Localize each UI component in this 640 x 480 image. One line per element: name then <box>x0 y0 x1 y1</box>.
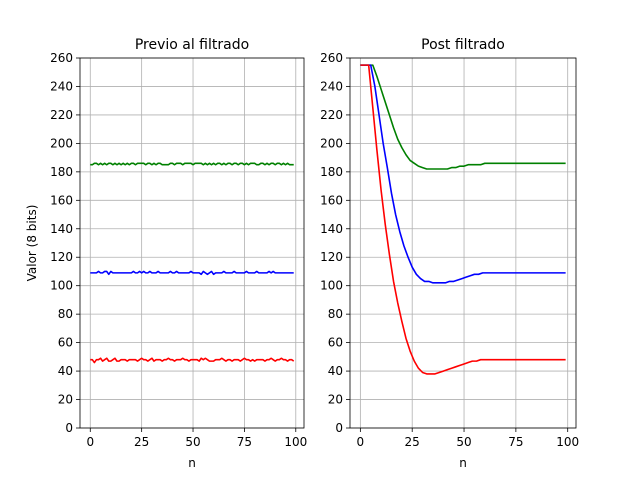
y-tick-label: 0 <box>65 421 73 435</box>
y-tick-label: 180 <box>320 165 343 179</box>
series-lines <box>90 162 295 364</box>
x-tick-label: 25 <box>134 435 149 449</box>
axis-ticks: 0 25 50 75 100 0 20 40 60 80 100 120 140 160 180 200 220… <box>320 51 579 449</box>
y-tick-label: 160 <box>320 193 343 207</box>
y-tick-label: 140 <box>50 222 73 236</box>
x-tick-label: 25 <box>405 435 420 449</box>
y-tick-label: 120 <box>320 250 343 264</box>
x-tick-label: 50 <box>456 435 471 449</box>
y-tick-label: 140 <box>320 222 343 236</box>
y-tick-label: 100 <box>320 279 343 293</box>
series-line <box>360 64 566 170</box>
y-tick-label: 260 <box>320 51 343 65</box>
subplot-previo: Previo al filtrado n Valor (8 bits) 0 25 5… <box>25 37 307 470</box>
y-tick-label: 60 <box>328 336 343 350</box>
y-tick-label: 220 <box>320 108 343 122</box>
chart-title: Previo al filtrado <box>135 37 249 53</box>
x-tick-label: 100 <box>284 435 307 449</box>
y-tick-label: 20 <box>328 393 343 407</box>
grid-lines <box>350 57 576 429</box>
y-tick-label: 220 <box>50 108 73 122</box>
series-line <box>90 357 295 364</box>
x-tick-label: 75 <box>508 435 523 449</box>
x-tick-label: 75 <box>237 435 252 449</box>
x-tick-label: 0 <box>86 435 94 449</box>
y-tick-label: 240 <box>320 79 343 93</box>
y-tick-label: 200 <box>50 136 73 150</box>
y-tick-label: 60 <box>58 336 73 350</box>
y-axis-label: Valor (8 bits) <box>25 205 39 282</box>
chart-title: Post filtrado <box>421 37 505 53</box>
y-tick-label: 240 <box>50 79 73 93</box>
series-lines <box>360 64 566 375</box>
y-tick-label: 0 <box>335 421 343 435</box>
x-tick-label: 100 <box>556 435 579 449</box>
plot-frame <box>349 57 577 429</box>
y-tick-label: 40 <box>58 364 73 378</box>
y-tick-label: 160 <box>50 193 73 207</box>
x-tick-label: 50 <box>185 435 200 449</box>
y-tick-label: 80 <box>58 307 73 321</box>
x-axis-label: n <box>459 456 467 470</box>
y-tick-label: 40 <box>328 364 343 378</box>
subplot-post: Post filtrado n 0 25 50 75 100 0 20 40 60 80 100 12… <box>320 37 579 470</box>
y-tick-label: 260 <box>50 51 73 65</box>
series-line <box>90 270 294 276</box>
x-axis-label: n <box>188 456 196 470</box>
y-tick-label: 100 <box>50 279 73 293</box>
series-line <box>90 162 294 166</box>
plot-frame <box>79 57 305 429</box>
y-tick-label: 20 <box>58 393 73 407</box>
y-tick-label: 120 <box>50 250 73 264</box>
axis-ticks: 0 25 50 75 100 0 20 40 60 80 100 120 140 160 180 200 220… <box>50 51 307 449</box>
series-line <box>360 64 566 284</box>
y-tick-label: 200 <box>320 136 343 150</box>
y-tick-label: 80 <box>328 307 343 321</box>
series-line <box>360 64 566 375</box>
y-tick-label: 180 <box>50 165 73 179</box>
x-tick-label: 0 <box>357 435 365 449</box>
